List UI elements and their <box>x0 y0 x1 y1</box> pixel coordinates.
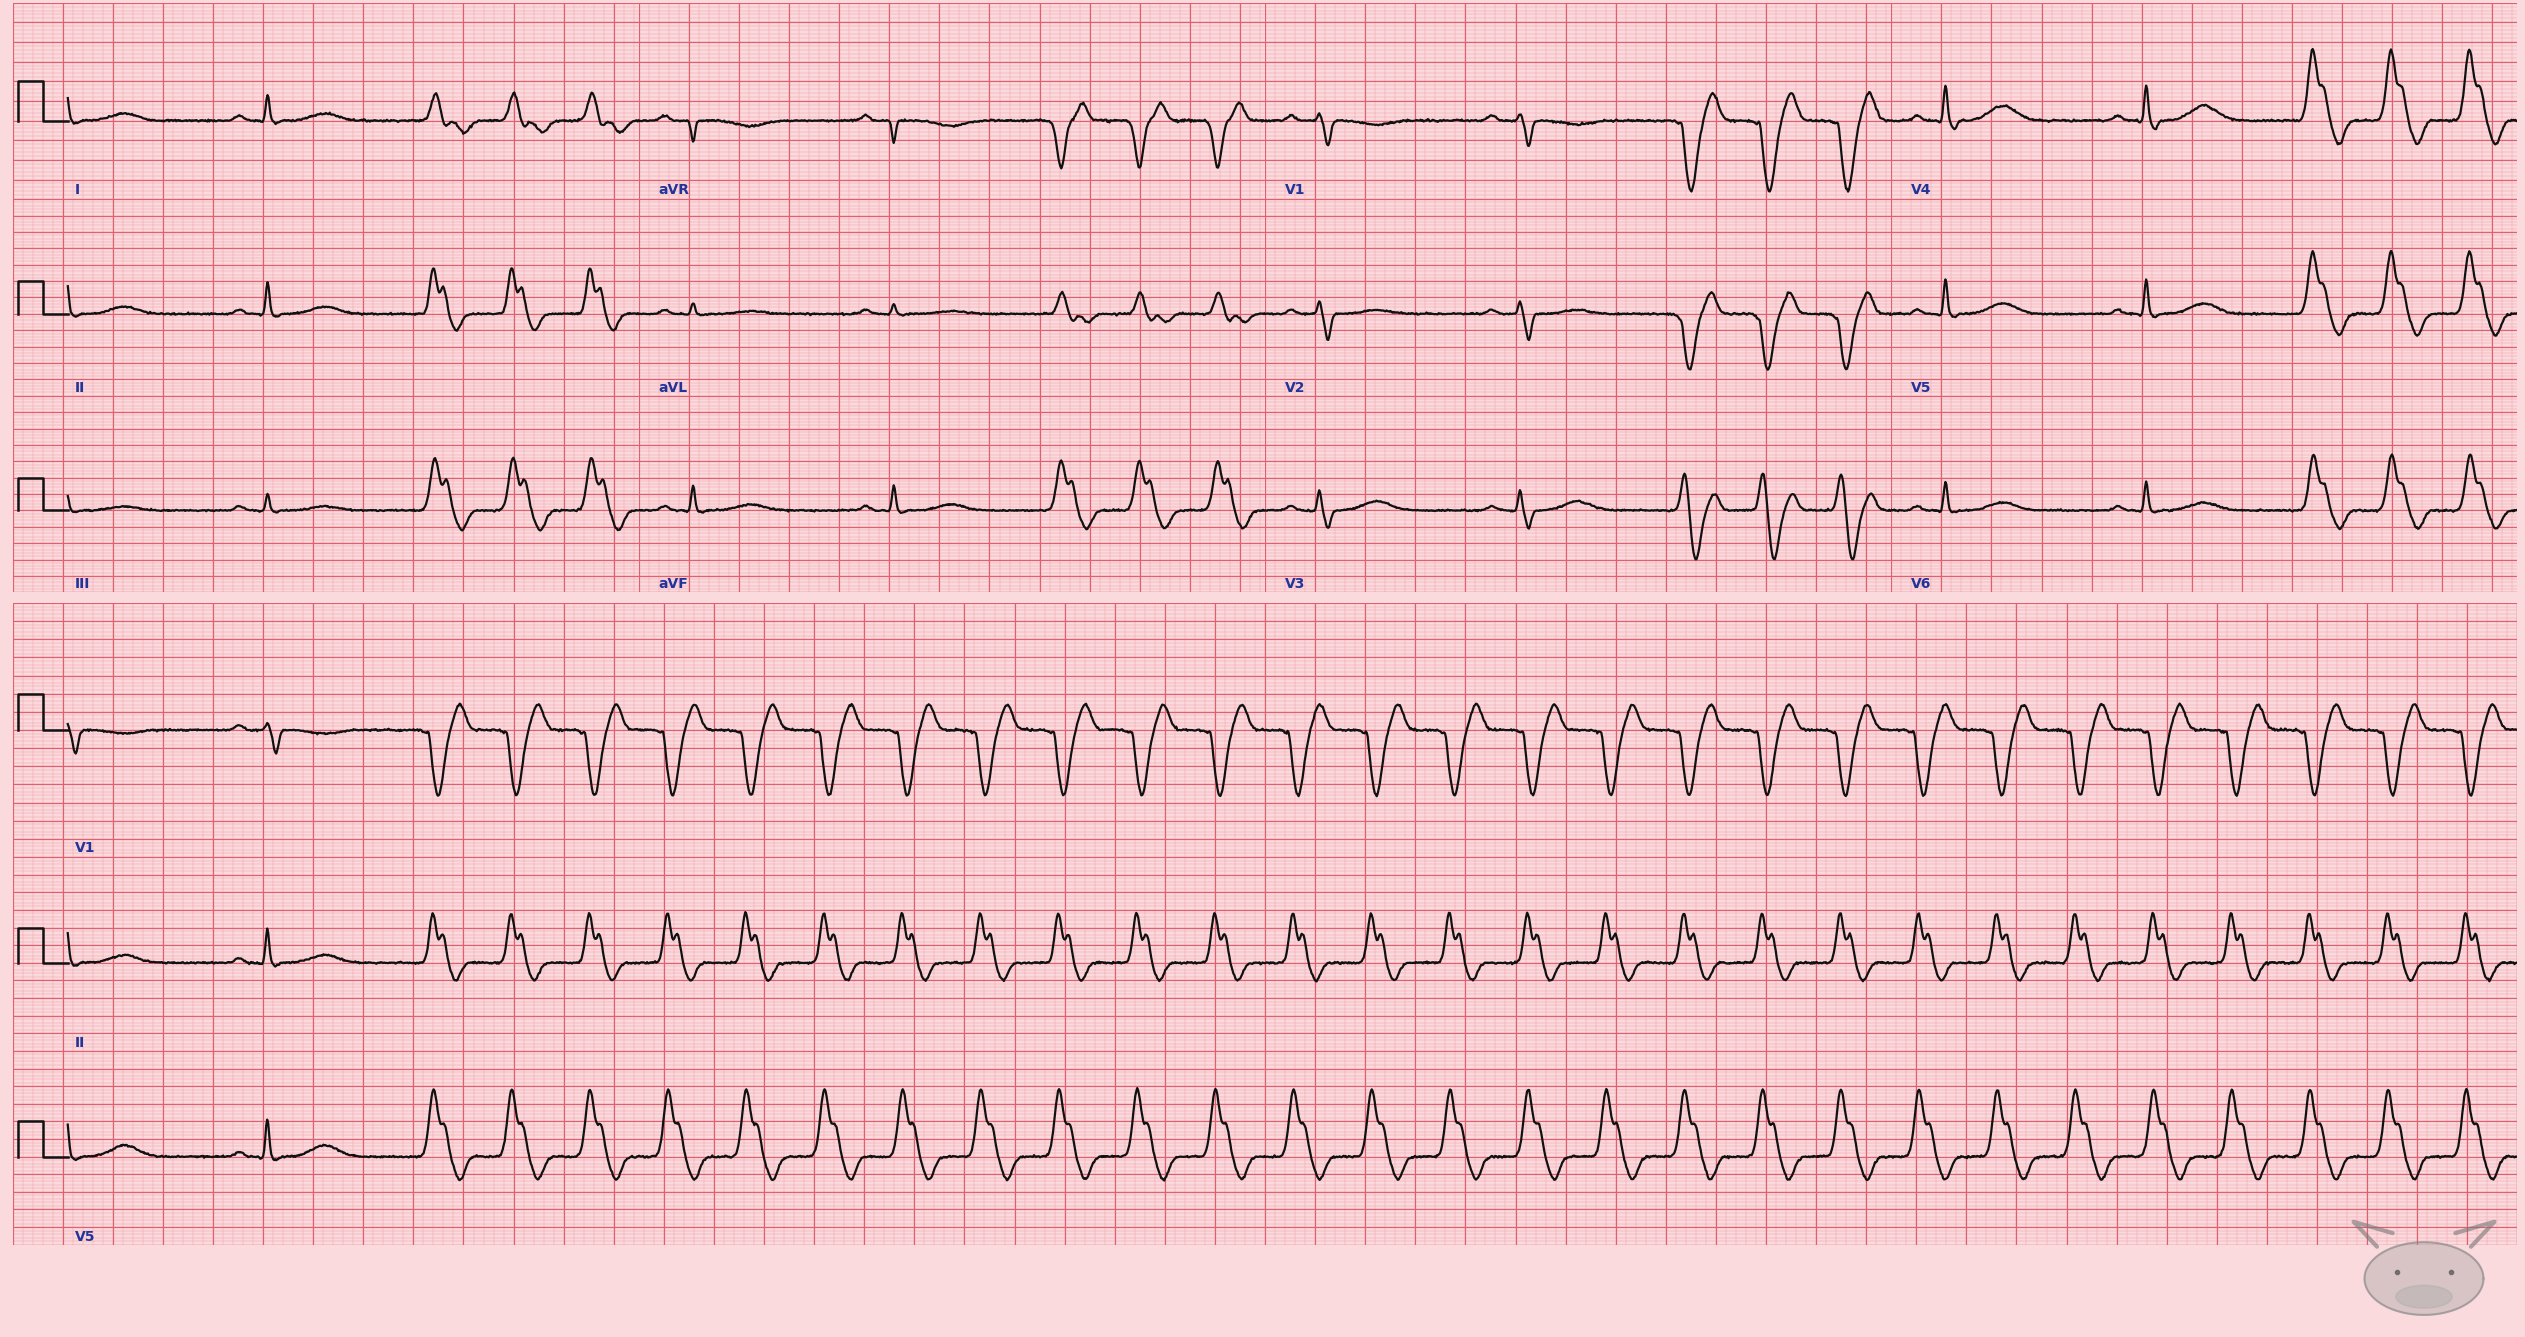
Text: aVL: aVL <box>659 381 687 394</box>
Text: V4: V4 <box>1911 183 1932 198</box>
Text: II: II <box>76 1036 86 1050</box>
Text: V5: V5 <box>1911 381 1932 394</box>
Text: V3: V3 <box>1285 578 1305 591</box>
Text: II: II <box>76 381 86 394</box>
Text: V2: V2 <box>1285 381 1305 394</box>
Text: V1: V1 <box>76 841 96 854</box>
Text: aVF: aVF <box>659 578 689 591</box>
Text: I: I <box>76 183 81 198</box>
Text: V6: V6 <box>1911 578 1932 591</box>
Polygon shape <box>2396 1285 2452 1308</box>
Polygon shape <box>2363 1242 2485 1314</box>
Text: V1: V1 <box>1285 183 1305 198</box>
Text: III: III <box>76 578 91 591</box>
Text: V5: V5 <box>76 1230 96 1243</box>
Text: aVR: aVR <box>659 183 689 198</box>
